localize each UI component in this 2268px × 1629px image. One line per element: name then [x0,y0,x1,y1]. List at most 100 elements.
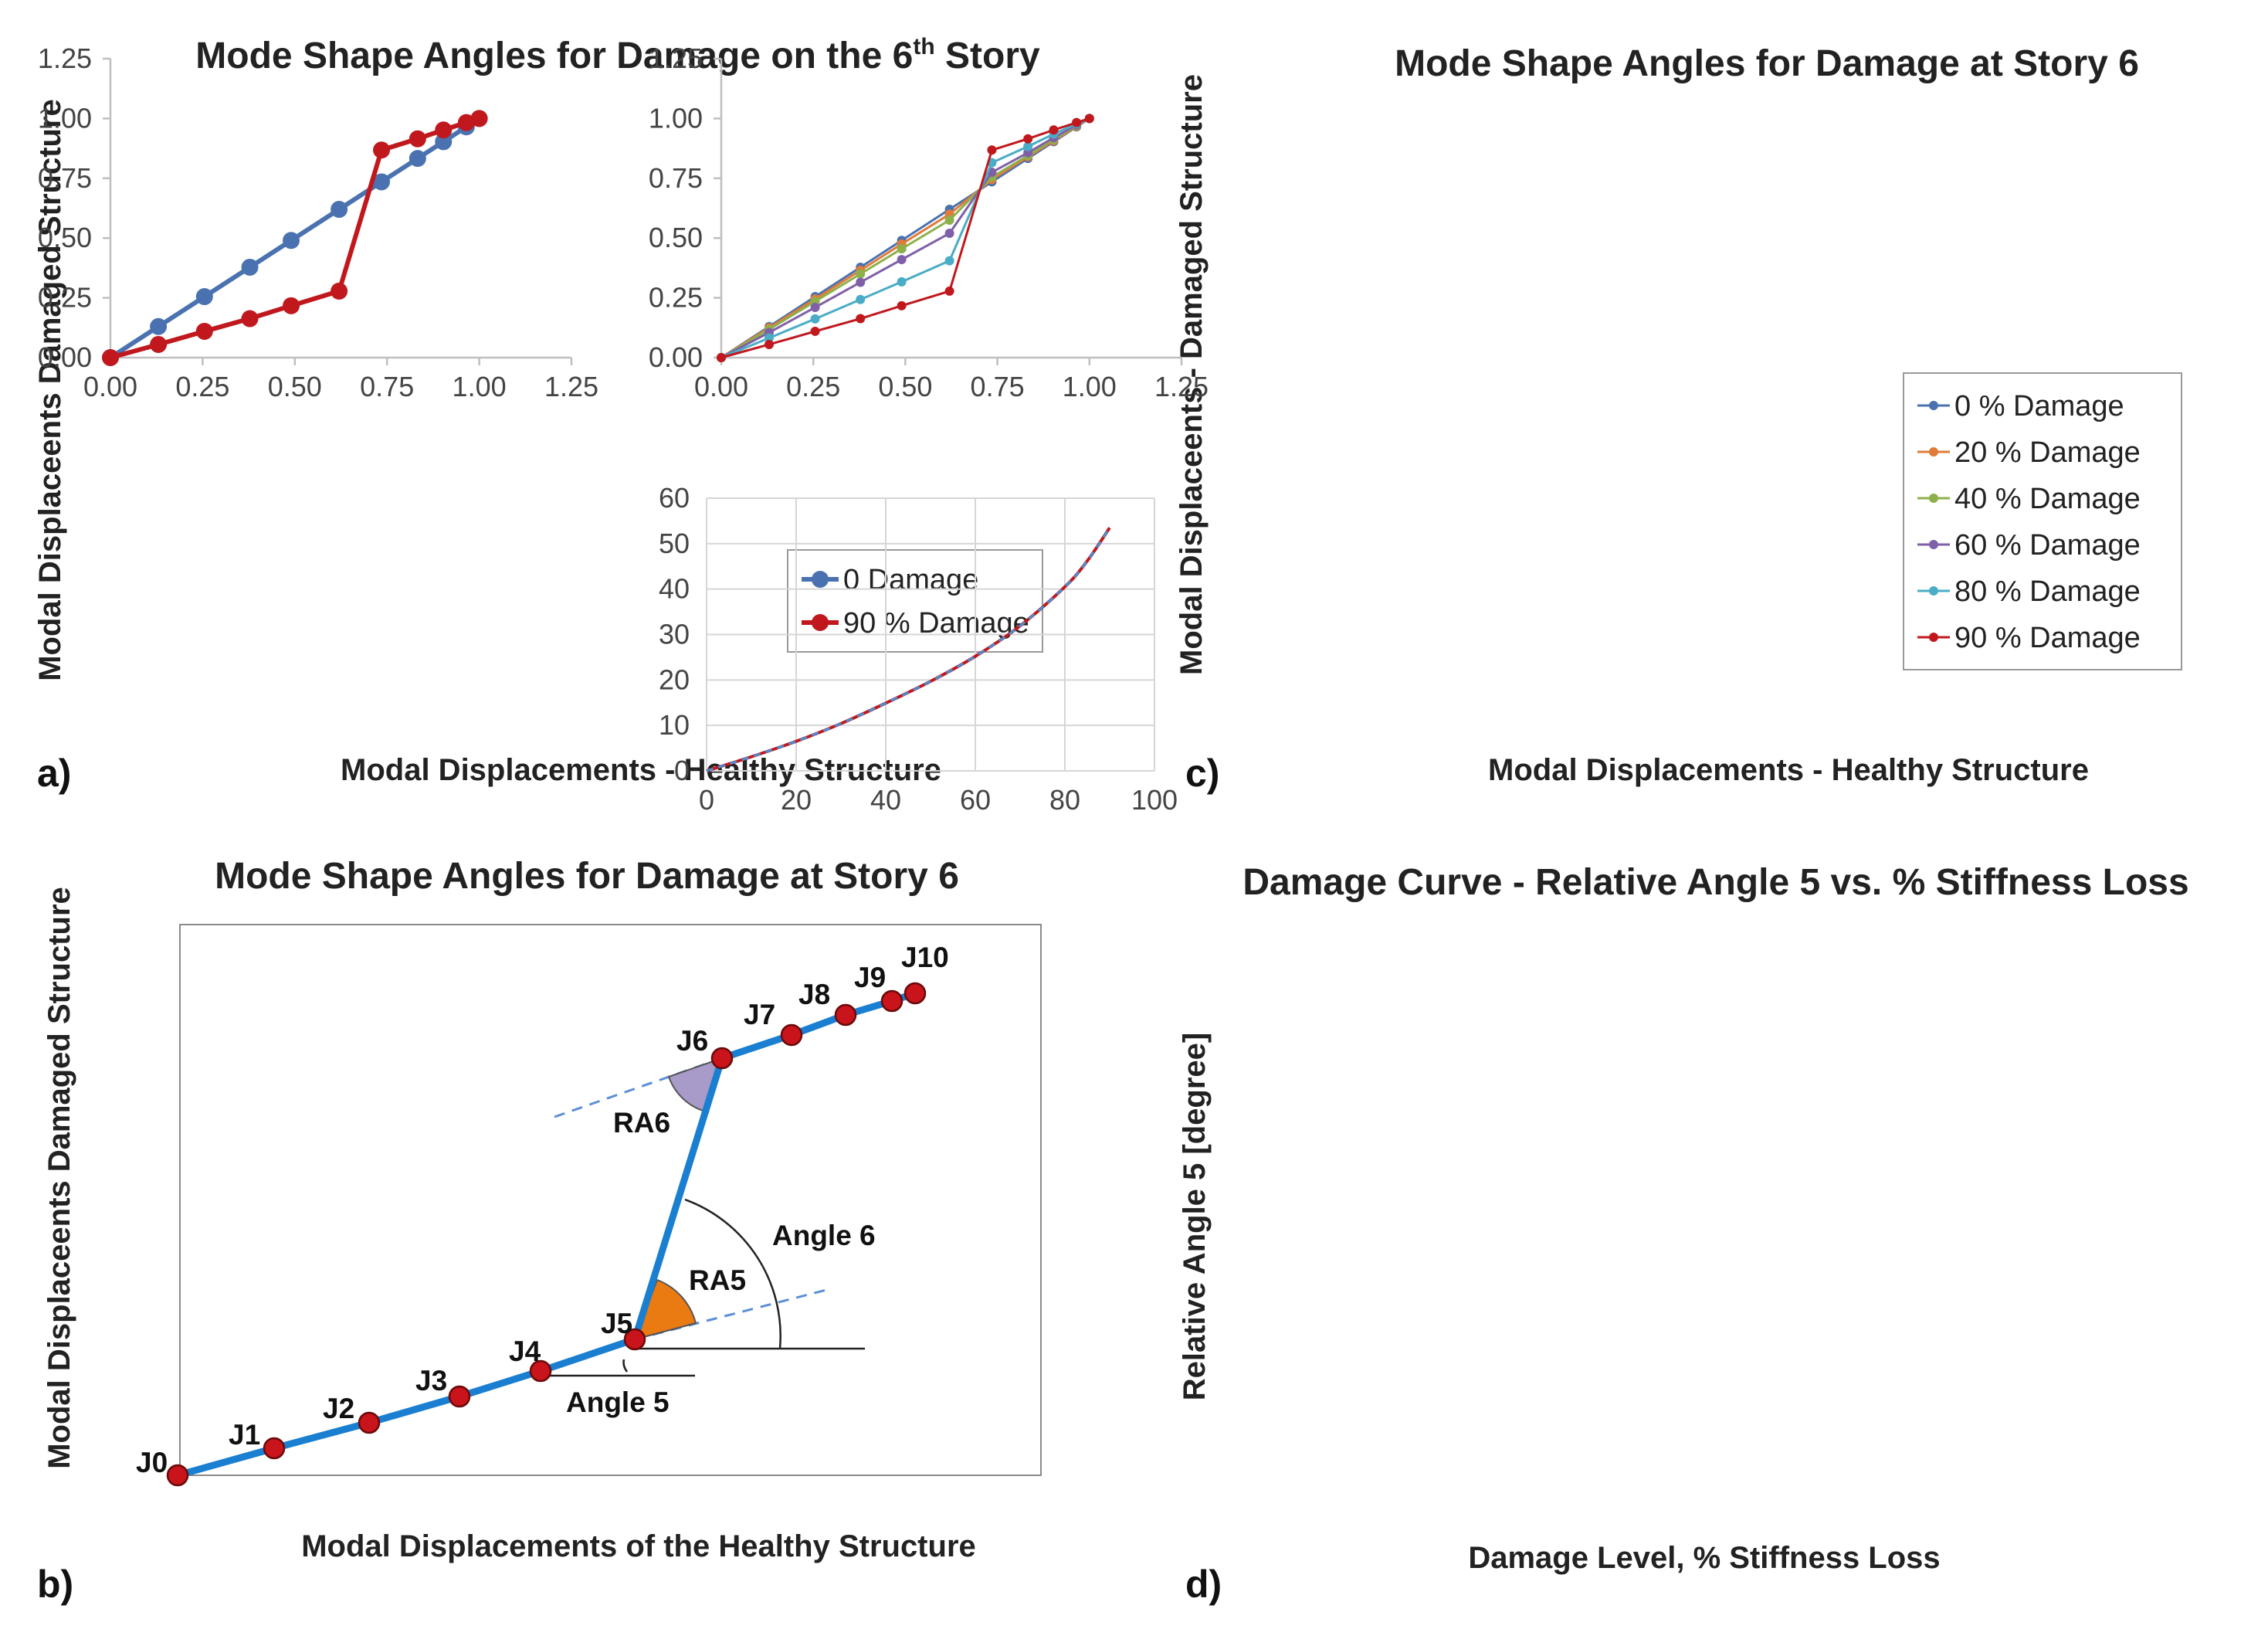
angle6-label: Angle 6 [772,1220,876,1251]
c-series-2-point-5 [944,215,954,225]
panel-c-chart: Mode Shape Angles for Damage at Story 6 … [649,42,2182,795]
a-series-1-point-5 [331,282,348,300]
joint-j1 [263,1437,286,1460]
a-series-1-point-2 [195,322,213,340]
a-legend-label-0: 0 Damage [843,564,978,596]
joint-j6 [710,1047,734,1070]
joint-j4 [529,1359,552,1383]
a-series-1-point-7 [409,130,426,148]
c-series-4-point-5 [944,256,954,266]
c-series-3-point-5 [944,229,954,239]
ra5-label: RA5 [689,1264,746,1296]
panel-b-frame [179,924,1042,1476]
a-series-0-point-6 [373,173,391,191]
joint-j10 [903,982,927,1005]
d-x-tick-label-3: 60 [960,784,991,816]
joint-label-j6: J6 [676,1025,708,1057]
panel-d-axes: 0 20 40 60 80 100 0 10 20 30 40 50 60 [659,482,1178,816]
panel-b-x-axis-title: Modal Displacements of the Healthy Struc… [301,1529,976,1563]
joint-j8 [834,1003,857,1027]
panel-a-y-axis-title: Modal Displaceents Damaged Structure [33,99,67,681]
c-legend-swatch-marker-2 [1929,494,1938,503]
panel-b-title: Mode Shape Angles for Damage at Story 6 [215,856,959,897]
c-series-4-point-7 [1023,141,1033,151]
a-x-tick-label-4: 1.00 [453,371,507,402]
joint-label-j1: J1 [229,1419,260,1451]
panel-c-y-axis-title: Modal Displaceents - Damaged Structure [1175,74,1209,675]
c-series-5-point-6 [987,145,997,155]
c-series-5-point-8 [1049,125,1059,135]
c-y-tick-label-5: 1.25 [649,42,703,74]
a-y-tick-label-3: 0.75 [38,162,92,194]
panel-b-joint-labels: J0 J1 J2 J3 J4 J5 J6 J7 J8 J9 J10 [136,942,949,1478]
a-y-tick-label-4: 1.00 [38,102,92,134]
c-series-4-point-4 [897,277,907,287]
c-series-5-point-4 [897,300,907,311]
panel-c-legend: 0 % Damage 20 % Damage 40 % Damage 60 % Dam… [1903,372,2182,670]
a-series-0-point-7 [409,150,426,168]
panel-d-y-axis-title: Relative Angle 5 [degree] [1178,1033,1212,1400]
joint-label-j7: J7 [744,999,775,1030]
c-legend-box [1903,372,2182,670]
panel-b-y-axis-title: Modal Displaceents Damaged Structure [42,887,76,1469]
a-series-0-point-8 [435,133,453,151]
a-series-1-point-1 [150,335,168,353]
c-x-tick-label-5: 1.25 [1154,371,1209,402]
a-series-1-point-0 [102,349,119,366]
panel-a-series [102,110,488,366]
a-legend-swatch-marker-1 [812,614,829,631]
d-y-tick-label-0: 0 [674,755,690,786]
c-y-tick-label-3: 0.75 [649,162,703,194]
a-series-0-point-2 [195,288,213,306]
joint-j2 [358,1411,381,1434]
d-y-tick-label-2: 20 [659,663,690,695]
d-x-tick-label-0: 0 [699,784,714,816]
a-x-tick-label-5: 1.25 [544,371,598,402]
a-y-tick-label-1: 0.25 [38,282,92,314]
a-series-1-point-10 [470,110,488,127]
panel-b-diagram: Mode Shape Angles for Damage at Story 6 … [37,856,1042,1606]
ra5-dashed-extension [634,1288,827,1341]
panel-c-label: c) [1185,752,1219,795]
d-series-line-1 [706,527,1111,772]
c-x-tick-label-4: 1.00 [1063,371,1117,402]
c-y-tick-label-4: 1.00 [649,102,703,134]
c-y-tick-label-1: 0.25 [649,282,703,314]
joint-j7 [780,1023,803,1047]
joint-label-j2: J2 [323,1393,354,1424]
c-series-2-point-3 [856,269,866,279]
panel-c-axes: 0.00 0.25 0.50 0.75 1.00 1.25 0.00 0.25 0.50 0.75… [649,42,1209,402]
c-y-tick-label-0: 0.00 [649,341,703,373]
c-x-tick-label-0: 0.00 [694,371,748,402]
panel-d-x-axis-title: Damage Level, % Stiffness Loss [1468,1541,1940,1575]
a-y-tick-label-5: 1.25 [38,42,92,74]
panel-d-label: d) [1185,1563,1222,1606]
c-series-5-point-3 [856,314,866,324]
joint-label-j0: J0 [136,1447,168,1478]
c-x-tick-label-2: 0.50 [878,371,932,402]
joint-label-j10: J10 [901,942,949,973]
c-legend-label-1: 20 % Damage [1954,436,2141,469]
c-series-3-point-3 [856,277,866,287]
c-series-4-point-1 [764,333,774,343]
d-x-tick-label-5: 100 [1131,784,1178,816]
a-series-0-point-4 [283,232,300,249]
c-legend-label-0: 0 % Damage [1954,390,2124,423]
panel-a-title: Mode Shape Angles for Damage on the 6th … [195,34,1040,76]
a-series-0-point-3 [241,258,259,276]
a-series-0-point-5 [331,201,348,219]
a-x-tick-label-2: 0.50 [268,371,322,402]
c-series-5-point-1 [764,339,774,349]
a-legend-swatch-marker-0 [812,571,829,588]
c-series-4-point-2 [810,314,820,324]
d-x-tick-label-4: 80 [1049,784,1080,816]
c-legend-swatch-marker-4 [1929,586,1938,596]
a-series-0-point-1 [150,317,168,335]
c-x-tick-label-1: 0.25 [786,371,840,402]
d-y-tick-label-1: 10 [659,709,690,741]
panel-c-title: Mode Shape Angles for Damage at Story 6 [1395,43,2139,84]
c-legend-swatch-marker-1 [1929,447,1938,456]
c-series-5-point-5 [944,286,954,296]
d-y-tick-label-3: 30 [659,619,690,650]
joint-label-j9: J9 [854,962,886,993]
